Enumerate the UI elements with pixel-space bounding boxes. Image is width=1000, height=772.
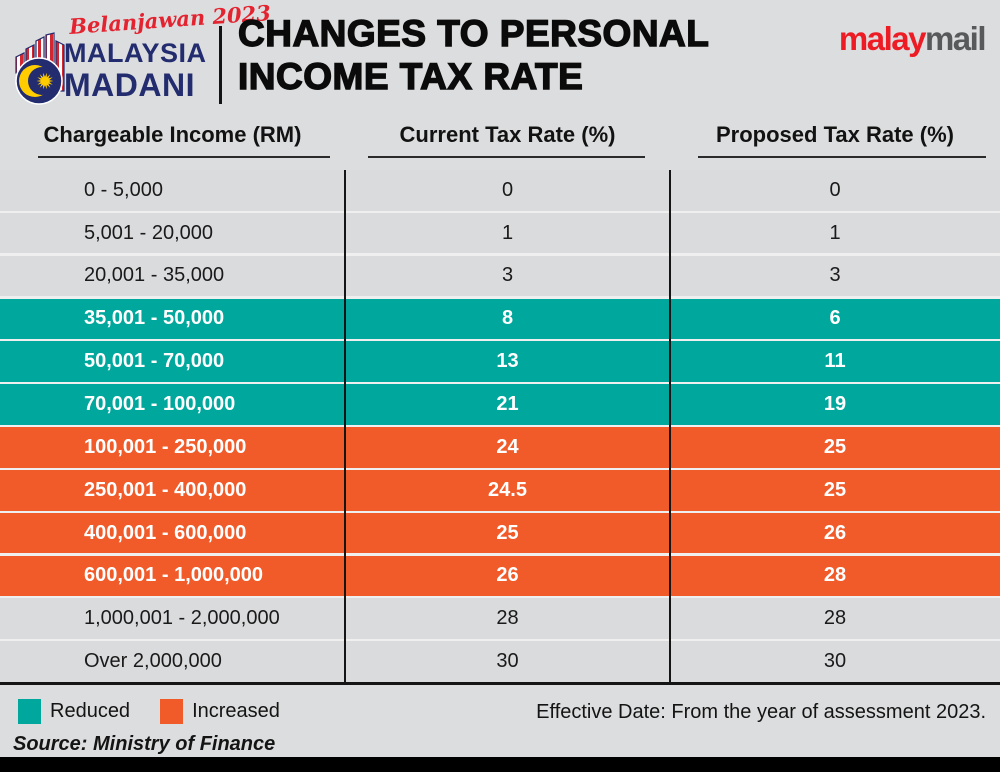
cell-income: 0 - 5,000 xyxy=(84,178,163,201)
table-row: 600,001 - 1,000,000 26 28 xyxy=(0,555,1000,597)
table-row: 50,001 - 70,000 13 11 xyxy=(0,341,1000,382)
column-header-rule xyxy=(368,156,645,158)
cell-proposed: 30 xyxy=(823,650,847,673)
legend: Reduced Increased xyxy=(18,699,310,724)
cell-proposed: 26 xyxy=(823,521,847,544)
column-header-rule xyxy=(698,156,986,158)
logo-wordmark: Belanjawan 2023 MALAYSIA MADANI xyxy=(64,0,272,103)
malaymail-logo-red: malay xyxy=(838,20,927,57)
legend-item: Reduced xyxy=(18,699,130,724)
logo-line-madani: MADANI xyxy=(64,67,195,103)
cell-proposed: 19 xyxy=(823,393,847,416)
table-row: 5,001 - 20,000 1 1 xyxy=(0,212,1000,254)
table-row: 35,001 - 50,000 8 6 xyxy=(0,298,1000,340)
cell-current: 21 xyxy=(496,393,519,416)
legend-label: Increased xyxy=(192,700,280,722)
tax-table: 0 - 5,000 0 0 5,001 - 20,000 1 1 20,001 - 35,0… xyxy=(0,170,1000,682)
cell-proposed: 25 xyxy=(823,435,847,458)
cell-current: 1 xyxy=(501,221,514,244)
table-row: Over 2,000,000 30 30 xyxy=(0,641,1000,682)
table-row: 250,001 - 400,000 24.5 25 xyxy=(0,469,1000,511)
cell-current: 24 xyxy=(496,435,519,458)
bottom-black-bar xyxy=(0,757,1000,772)
cell-current: 30 xyxy=(496,650,519,673)
cell-proposed: 3 xyxy=(829,264,841,287)
logo-line-malaysia: MALAYSIA xyxy=(64,38,207,68)
cell-current: 3 xyxy=(501,264,514,287)
cell-income: 50,001 - 70,000 xyxy=(84,350,225,373)
cell-income: 1,000,001 - 2,000,000 xyxy=(84,607,280,630)
cell-income: 100,001 - 250,000 xyxy=(84,435,247,458)
header-divider xyxy=(219,26,222,104)
table-row: 0 - 5,000 0 0 xyxy=(0,170,1000,211)
table-row: 20,001 - 35,000 3 3 xyxy=(0,255,1000,297)
malaysia-madani-logo-icon xyxy=(15,32,65,105)
cell-income: Over 2,000,000 xyxy=(84,650,222,673)
cell-income: 5,001 - 20,000 xyxy=(84,221,213,244)
page-title-line2: INCOME TAX RATE xyxy=(237,56,584,98)
cell-current: 26 xyxy=(496,564,519,587)
cell-proposed: 11 xyxy=(824,350,846,373)
legend-swatch-icon xyxy=(160,699,184,724)
table-row: 400,001 - 600,000 25 26 xyxy=(0,512,1000,554)
cell-proposed: 1 xyxy=(829,221,841,244)
cell-proposed: 28 xyxy=(823,564,847,587)
legend-label: Reduced xyxy=(50,700,131,722)
effective-date-note: Effective Date: From the year of assessm… xyxy=(536,701,986,723)
source-note: Source: Ministry of Finance xyxy=(13,733,276,755)
column-divider xyxy=(669,170,671,682)
cell-proposed: 0 xyxy=(829,178,841,201)
table-row: 100,001 - 250,000 24 25 xyxy=(0,427,1000,468)
malaymail-logo-gray: mail xyxy=(924,20,987,57)
column-header-rule xyxy=(38,156,330,158)
page-title: CHANGES TO PERSONAL INCOME TAX RATE xyxy=(237,12,710,99)
column-header-proposed-rate: Proposed Tax Rate (%) xyxy=(716,122,954,147)
cell-current: 13 xyxy=(496,350,519,373)
table-row: 1,000,001 - 2,000,000 28 28 xyxy=(0,598,1000,640)
legend-swatch-icon xyxy=(18,699,41,724)
legend-item: Increased xyxy=(160,699,280,724)
page-title-line1: CHANGES TO PERSONAL xyxy=(237,12,710,54)
column-divider xyxy=(344,170,346,682)
cell-income: 600,001 - 1,000,000 xyxy=(84,564,264,587)
column-header-chargeable-income: Chargeable Income (RM) xyxy=(43,122,302,147)
cell-income: 35,001 - 50,000 xyxy=(84,307,225,330)
cell-income: 70,001 - 100,000 xyxy=(84,393,236,416)
cell-proposed: 6 xyxy=(829,307,841,330)
column-header-current-rate: Current Tax Rate (%) xyxy=(399,122,616,147)
malaymail-logo: malaymail xyxy=(838,20,987,58)
cell-proposed: 25 xyxy=(823,478,847,501)
cell-income: 20,001 - 35,000 xyxy=(84,264,225,287)
cell-current: 25 xyxy=(496,521,519,544)
table-row: 70,001 - 100,000 21 19 xyxy=(0,384,1000,425)
cell-current: 28 xyxy=(496,607,519,630)
cell-income: 400,001 - 600,000 xyxy=(84,521,247,544)
cell-income: 250,001 - 400,000 xyxy=(84,478,247,501)
cell-current: 24.5 xyxy=(488,478,527,501)
cell-current: 0 xyxy=(501,178,514,201)
cell-current: 8 xyxy=(501,307,514,330)
cell-proposed: 28 xyxy=(823,607,847,630)
table-bottom-rule xyxy=(0,682,1000,685)
